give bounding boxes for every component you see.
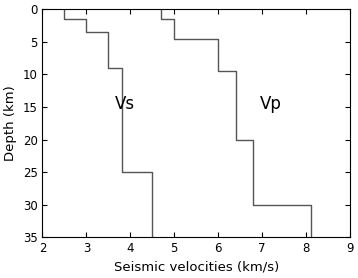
Text: Vp: Vp — [260, 95, 282, 113]
Y-axis label: Depth (km): Depth (km) — [4, 85, 17, 161]
X-axis label: Seismic velocities (km/s): Seismic velocities (km/s) — [113, 261, 279, 274]
Text: Vs: Vs — [115, 95, 135, 113]
